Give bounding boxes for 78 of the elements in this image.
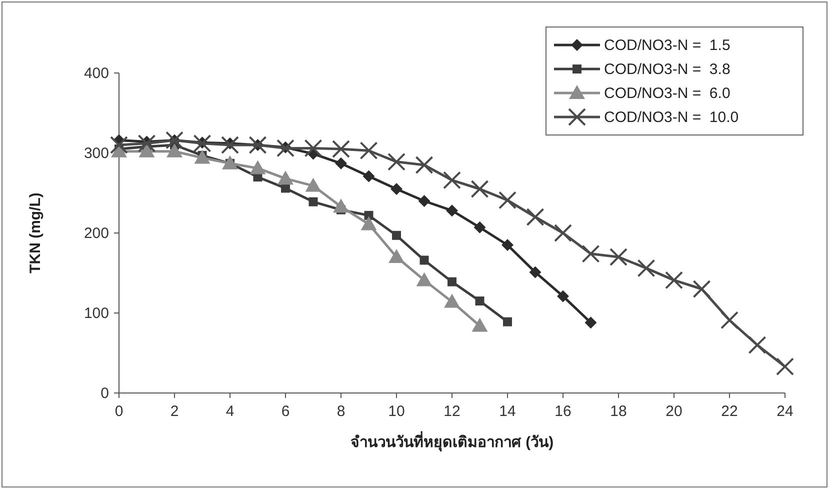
point bbox=[360, 216, 377, 230]
x-tick-label: 24 bbox=[776, 403, 794, 420]
x-tick-label: 18 bbox=[610, 403, 627, 420]
point bbox=[250, 160, 266, 174]
point bbox=[390, 183, 402, 195]
point bbox=[692, 280, 711, 298]
point bbox=[304, 139, 322, 158]
point bbox=[776, 358, 794, 376]
point bbox=[665, 271, 683, 290]
point bbox=[388, 249, 404, 263]
x-tick-label: 16 bbox=[554, 403, 572, 420]
point bbox=[221, 136, 239, 154]
point bbox=[248, 136, 267, 154]
x-tick-label: 20 bbox=[666, 403, 682, 420]
y-tick-label: 100 bbox=[84, 305, 109, 322]
x-tick-label: 14 bbox=[499, 403, 516, 420]
point bbox=[222, 155, 238, 170]
point bbox=[472, 318, 488, 332]
point bbox=[194, 150, 210, 164]
point bbox=[474, 221, 486, 234]
point bbox=[278, 170, 294, 185]
point bbox=[498, 191, 516, 210]
point bbox=[554, 224, 572, 242]
x-tick-label: 10 bbox=[388, 403, 405, 420]
point bbox=[582, 244, 600, 263]
x-tick-label: 12 bbox=[444, 403, 460, 420]
point bbox=[720, 311, 738, 330]
point bbox=[475, 296, 484, 306]
x-tick-label: 6 bbox=[281, 403, 290, 420]
x-tick-label: 4 bbox=[226, 403, 234, 420]
x-tick-label: 8 bbox=[336, 403, 346, 420]
y-tick-label: 200 bbox=[84, 225, 109, 242]
point bbox=[529, 266, 542, 278]
point bbox=[335, 157, 347, 170]
point bbox=[333, 198, 349, 213]
point bbox=[584, 316, 597, 329]
point bbox=[448, 277, 456, 286]
point bbox=[193, 134, 212, 152]
point bbox=[748, 336, 766, 354]
x-tick-label: 0 bbox=[114, 403, 124, 420]
point bbox=[166, 131, 184, 150]
point bbox=[308, 197, 318, 206]
legend-label: COD/NO3-N = 6.0 bbox=[604, 85, 730, 102]
x-tick-label: 2 bbox=[170, 403, 179, 420]
point bbox=[418, 195, 430, 207]
point bbox=[416, 272, 432, 286]
y-axis-title: TKN (mg/L) bbox=[27, 192, 44, 274]
point bbox=[166, 143, 182, 158]
y-tick-label: 400 bbox=[84, 65, 109, 82]
point bbox=[138, 143, 155, 158]
point bbox=[420, 256, 429, 265]
point bbox=[610, 248, 628, 266]
y-tick-label: 300 bbox=[84, 145, 109, 162]
point bbox=[637, 259, 656, 278]
point bbox=[502, 239, 514, 251]
point bbox=[470, 180, 489, 198]
point bbox=[443, 171, 461, 190]
point bbox=[446, 204, 458, 217]
y-tick-label: 0 bbox=[100, 385, 109, 402]
point bbox=[305, 178, 322, 192]
point bbox=[415, 156, 434, 174]
point bbox=[444, 294, 460, 308]
point bbox=[503, 317, 512, 326]
legend-label: COD/NO3-N = 1.5 bbox=[604, 37, 730, 54]
legend-label: COD/NO3-N = 3.8 bbox=[604, 61, 730, 78]
x-tick-label: 22 bbox=[721, 403, 738, 420]
point bbox=[362, 170, 375, 182]
point bbox=[332, 140, 350, 158]
point bbox=[110, 136, 128, 154]
point bbox=[276, 139, 294, 158]
point bbox=[360, 142, 378, 160]
point bbox=[388, 152, 406, 171]
point bbox=[557, 290, 569, 302]
point bbox=[392, 230, 401, 240]
legend-label: COD/NO3-N = 10.0 bbox=[604, 109, 739, 126]
point bbox=[138, 134, 156, 152]
x-axis-title: จำนวนวันที่หยุดเติมอากาศ (วัน) bbox=[350, 431, 554, 452]
point bbox=[526, 208, 544, 226]
